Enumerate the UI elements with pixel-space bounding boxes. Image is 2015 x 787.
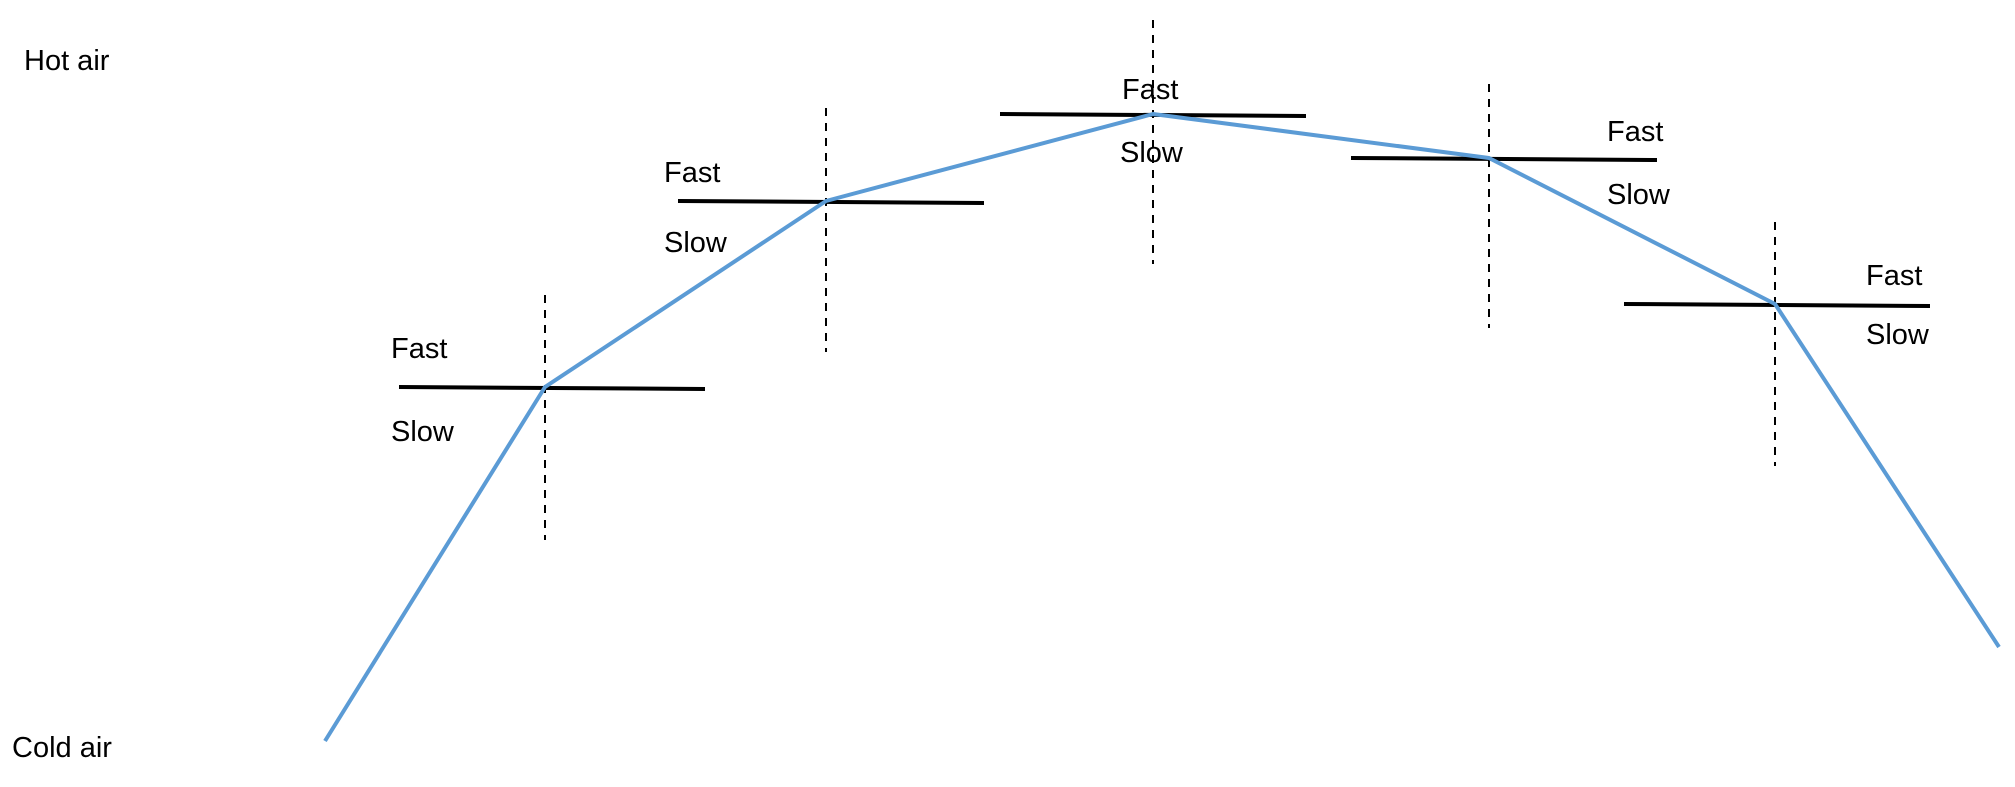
hot-air-label: Hot air bbox=[24, 45, 110, 77]
horizontal-bar-4 bbox=[1350, 156, 1658, 162]
fast-label-1: Fast bbox=[391, 333, 447, 365]
slow-label-3: Slow bbox=[1120, 137, 1184, 169]
slow-label-5: Slow bbox=[1866, 319, 1930, 351]
horizontal-bar-1 bbox=[398, 385, 706, 391]
slow-label-4: Slow bbox=[1607, 179, 1671, 211]
fast-label-5: Fast bbox=[1866, 260, 1922, 292]
slow-label-2: Slow bbox=[664, 227, 728, 259]
fast-label-4: Fast bbox=[1607, 116, 1663, 148]
fast-label-3: Fast bbox=[1122, 74, 1178, 106]
cold-air-label: Cold air bbox=[12, 732, 112, 764]
horizontal-bar-2 bbox=[677, 199, 985, 205]
fast-label-2: Fast bbox=[664, 157, 720, 189]
temperature-curve bbox=[323, 112, 2001, 743]
slow-label-1: Slow bbox=[391, 416, 455, 448]
